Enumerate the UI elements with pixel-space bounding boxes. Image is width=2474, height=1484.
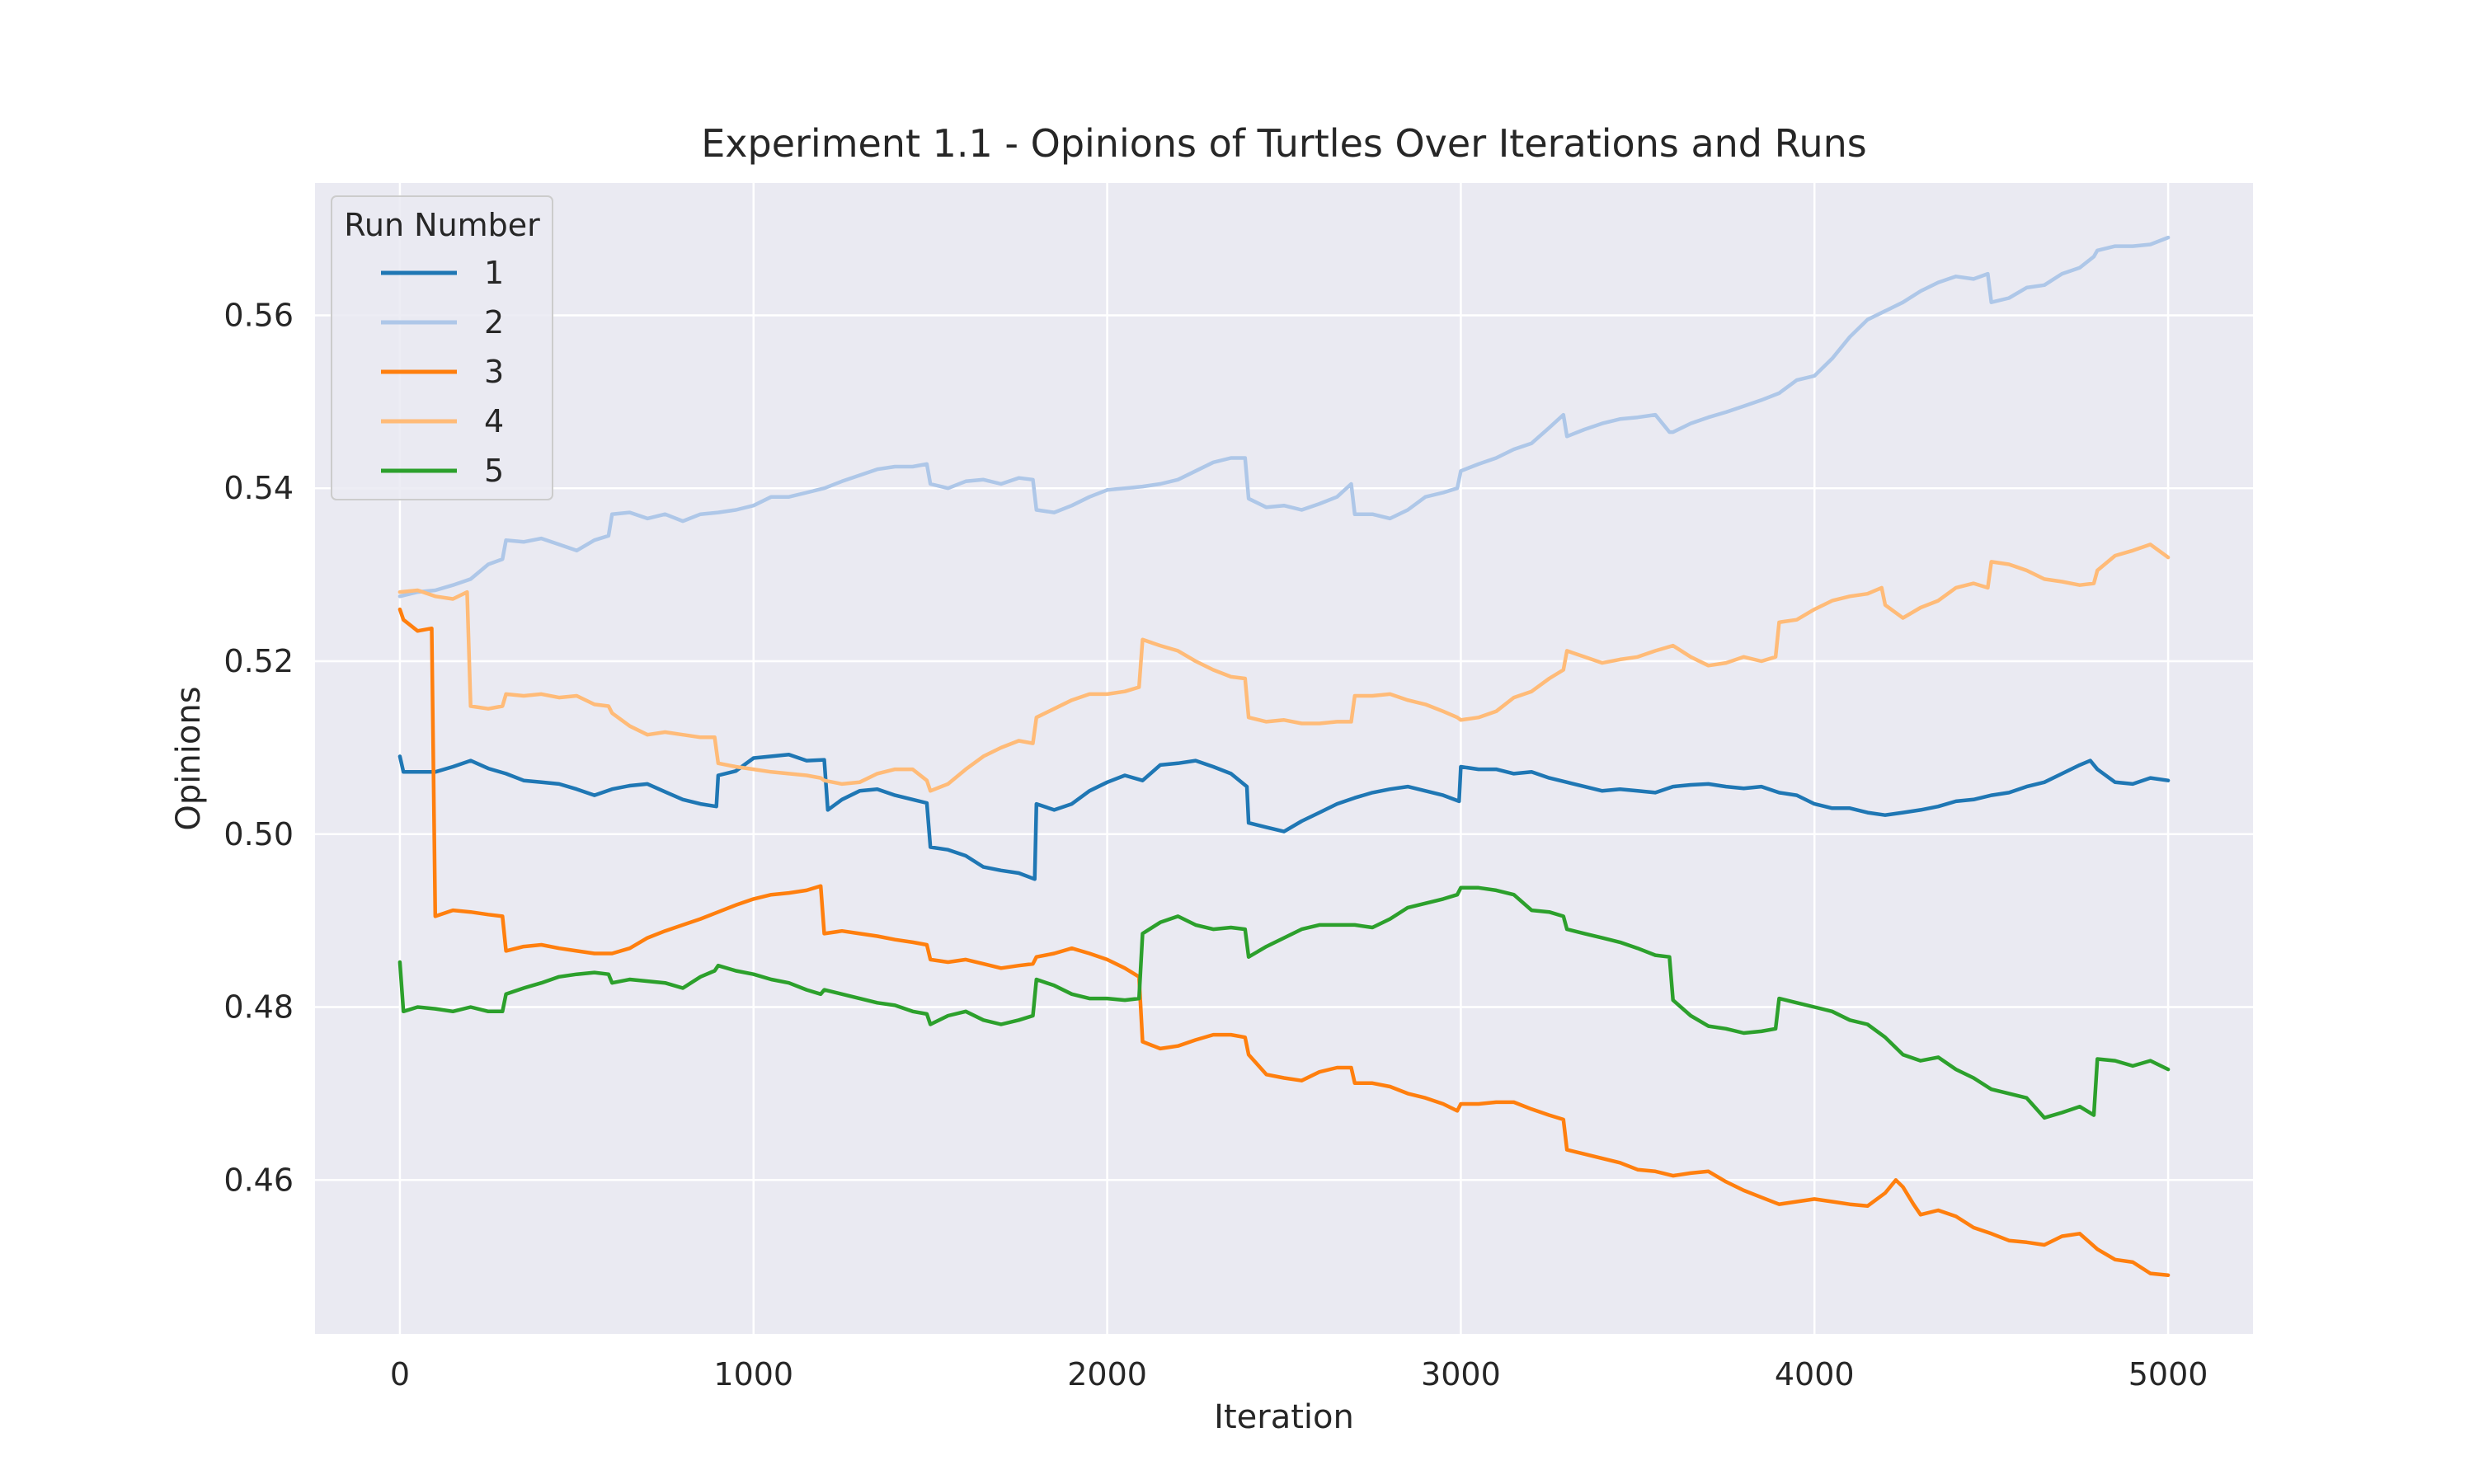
legend-label-3: 3 [484,354,504,390]
x-tick-label: 4000 [1775,1356,1855,1392]
series-layer [397,235,2171,1277]
legend-label-1: 1 [484,255,504,291]
series-line-5 [397,885,2171,1120]
legend-label-4: 4 [484,403,504,439]
y-tick-label: 0.48 [223,989,294,1026]
plot-area [315,183,2253,1334]
y-tick-label: 0.52 [223,643,294,679]
x-axis: 0 1000 2000 3000 4000 5000 [390,1356,2208,1392]
x-tick-label: 0 [390,1356,410,1392]
x-axis-label: Iteration [1214,1398,1354,1436]
series-line-1 [397,753,2171,881]
x-tick-label: 3000 [1421,1356,1501,1392]
y-tick-label: 0.50 [223,816,294,852]
chart-title: Experiment 1.1 - Opinions of Turtles Ove… [701,121,1867,166]
y-tick-label: 0.46 [223,1162,294,1198]
x-tick-label: 1000 [713,1356,793,1392]
series-line-3 [397,607,2171,1277]
legend-title: Run Number [344,207,540,243]
y-axis-label: Opinions [170,686,208,830]
legend: Run Number 1 2 3 4 5 [331,195,553,500]
legend-label-2: 2 [484,304,504,340]
series-line-4 [397,542,2171,793]
x-tick-label: 2000 [1067,1356,1147,1392]
gridlines [315,183,2253,1334]
legend-items: 1 2 3 4 5 [381,255,504,489]
y-tick-label: 0.54 [223,470,294,506]
legend-label-5: 5 [484,453,504,489]
x-tick-label: 5000 [2128,1356,2208,1392]
y-tick-label: 0.56 [223,297,294,333]
series-line-2 [397,235,2171,599]
y-axis: 0.46 0.48 0.50 0.52 0.54 0.56 [223,297,294,1198]
